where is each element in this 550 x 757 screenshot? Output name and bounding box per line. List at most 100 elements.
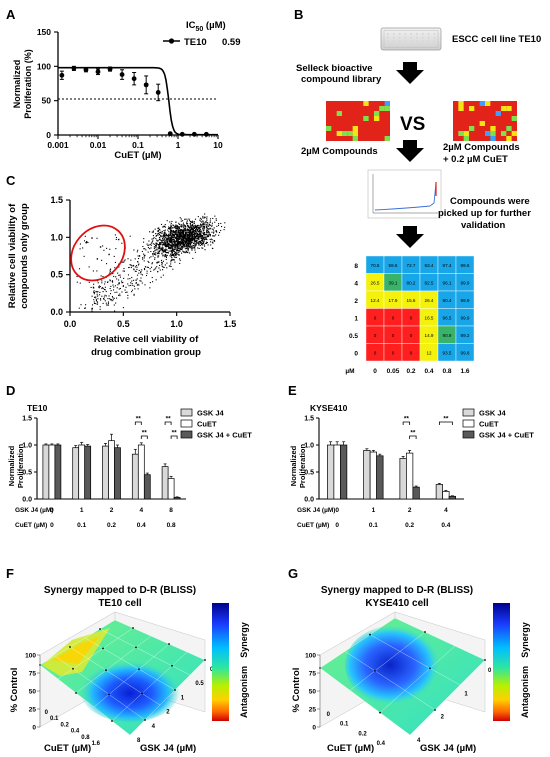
scatter-point — [131, 276, 133, 279]
plate-well — [427, 36, 430, 39]
scatter-point — [141, 269, 143, 271]
scatter-point — [171, 227, 173, 229]
scatter-point — [101, 259, 103, 261]
scatter-point — [164, 256, 166, 258]
scatter-point — [168, 235, 170, 237]
scatter-point — [206, 234, 208, 236]
scatter-point — [143, 248, 145, 250]
scatter-point — [165, 256, 168, 259]
scatter-point — [193, 239, 196, 241]
bar-gsk-j4-cuet — [114, 447, 121, 500]
scatter-point — [178, 232, 180, 234]
x-label-c-2: drug combination group — [91, 347, 201, 358]
scatter-point — [171, 250, 173, 252]
y-label-e-2: Proliferation — [298, 444, 307, 489]
scatter-point — [192, 247, 194, 249]
scatter-point — [123, 277, 125, 279]
scatter-point — [112, 299, 114, 301]
significance-label: ** — [404, 416, 410, 423]
gsk-tick-label: 2 — [441, 715, 445, 721]
scatter-point — [186, 238, 188, 240]
scatter-point — [174, 246, 176, 248]
scatter-point — [173, 256, 175, 258]
scatter-point — [188, 243, 190, 245]
scatter-point — [205, 242, 207, 244]
scatter-point — [183, 244, 185, 246]
scatter-point — [141, 250, 143, 253]
scatter-point — [173, 250, 175, 252]
library-label-2: compound library — [301, 74, 382, 85]
scatter-point — [147, 251, 149, 253]
scatter-point — [213, 235, 215, 237]
scatter-point — [176, 239, 178, 241]
dose-value-cuet: 0 — [50, 522, 54, 529]
scatter-point — [139, 280, 141, 282]
scatter-point — [129, 278, 131, 280]
scatter-point — [224, 226, 226, 228]
cuet-tick-label: 0.1 — [340, 722, 349, 728]
scatter-point — [155, 242, 157, 244]
scatter-point — [214, 235, 216, 237]
scatter-point — [176, 226, 178, 228]
scatter-point — [121, 261, 123, 263]
scatter-point — [119, 276, 121, 278]
scatter-point — [188, 241, 190, 243]
z-tick-label: 0 — [312, 725, 316, 732]
scatter-point — [202, 238, 204, 240]
scatter-point — [177, 242, 180, 244]
scatter-point — [202, 224, 204, 226]
panel-b: B ESCC cell line TE10 Selleck bioactive … — [294, 7, 541, 375]
z-tick-label: 75 — [29, 671, 37, 678]
scatter-point — [154, 258, 156, 260]
plate-well — [415, 32, 419, 36]
scatter-point — [170, 238, 172, 240]
gsk-tick-label: 8 — [137, 738, 141, 744]
scatter-point — [175, 229, 178, 232]
scatter-point — [208, 234, 210, 236]
dose-value-cuet: 0.1 — [77, 522, 86, 529]
scatter-point — [112, 273, 114, 275]
scatter-point — [172, 233, 174, 235]
scatter-point — [197, 234, 199, 236]
scatter-point — [175, 231, 177, 233]
scatter-point — [167, 244, 169, 246]
scatter-point — [194, 231, 196, 233]
scatter-point — [179, 250, 181, 252]
scatter-point — [185, 240, 187, 242]
scatter-point — [182, 238, 184, 240]
scatter-point — [155, 252, 157, 254]
scatter-point — [93, 299, 95, 301]
legend-swatch — [462, 419, 475, 428]
matrix-value: 90.4 — [443, 298, 452, 303]
scatter-point — [178, 237, 180, 239]
scatter-point — [184, 218, 186, 220]
heatmap-cell — [458, 131, 464, 136]
scatter-point — [189, 238, 191, 240]
plate-well — [410, 40, 413, 43]
scatter-point — [174, 256, 176, 258]
scatter-point — [181, 246, 183, 248]
scatter-point — [175, 236, 177, 238]
scatter-point — [169, 240, 171, 242]
significance-label: ** — [142, 430, 148, 437]
heatmap-cell — [347, 131, 353, 136]
scatter-point — [209, 233, 211, 235]
scatter-point — [184, 237, 187, 239]
scatter-point — [164, 264, 166, 266]
scatter-point — [158, 239, 160, 241]
scatter-point — [166, 267, 168, 269]
matrix-row-label: 8 — [354, 263, 358, 270]
scatter-point — [177, 230, 179, 232]
scatter-point — [157, 252, 159, 254]
scatter-point — [178, 222, 180, 224]
scatter-point — [107, 281, 109, 283]
scatter-point — [191, 228, 193, 230]
bar-chart-e: 0.00.51.01.5 ****** — [304, 416, 464, 504]
x-label-c-1: Relative cell viability of — [94, 334, 199, 345]
matrix-value: 12.4 — [371, 298, 380, 303]
scatter-point — [168, 233, 170, 235]
surface-node — [141, 692, 143, 695]
scatter-point — [122, 285, 124, 288]
scatter-point — [103, 296, 105, 298]
heatmap-cell — [495, 111, 501, 116]
